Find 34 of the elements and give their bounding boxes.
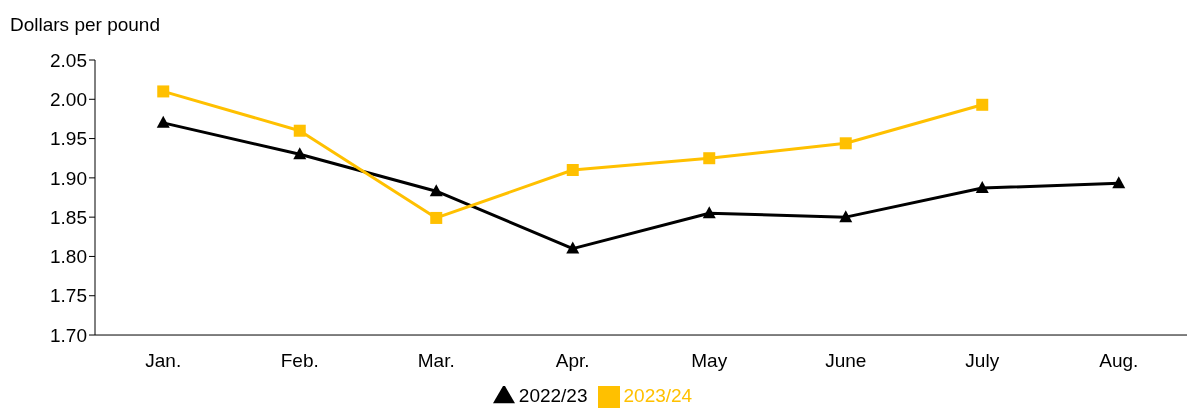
- point: [293, 124, 306, 137]
- point: [429, 184, 443, 197]
- x-tick-label: Apr.: [555, 349, 590, 371]
- point: [566, 241, 580, 254]
- y-tick-label: 1.75: [50, 285, 87, 307]
- legend-label: 2022/23: [518, 385, 588, 407]
- point: [1112, 176, 1126, 189]
- point: [157, 85, 170, 98]
- y-tick-label: 1.90: [50, 167, 87, 189]
- x-tick-label: Mar.: [417, 349, 455, 371]
- point: [975, 181, 989, 194]
- y-tick-label: 2.05: [50, 49, 87, 71]
- x-tick-label: May: [691, 349, 728, 371]
- x-tick-label: July: [965, 349, 1000, 371]
- point: [703, 152, 716, 165]
- point: [293, 147, 307, 160]
- y-tick-label: 1.85: [50, 206, 87, 228]
- y-tick-label: 1.95: [50, 128, 87, 150]
- point: [156, 115, 170, 128]
- point: [839, 210, 853, 223]
- point: [566, 164, 579, 177]
- x-tick-label: June: [825, 349, 867, 371]
- y-tick-label: 2.00: [50, 89, 87, 111]
- point: [430, 211, 443, 224]
- x-tick-label: Feb.: [280, 349, 319, 371]
- y-axis-title: Dollars per pound: [10, 14, 160, 36]
- y-tick-label: 1.80: [50, 246, 87, 268]
- point: [839, 137, 852, 150]
- y-tick-label: 1.70: [50, 324, 87, 346]
- legend-label: 2023/24: [623, 385, 693, 407]
- x-tick-label: Aug.: [1099, 349, 1139, 371]
- point: [702, 206, 716, 219]
- point: [976, 98, 989, 111]
- x-tick-label: Jan.: [145, 349, 182, 371]
